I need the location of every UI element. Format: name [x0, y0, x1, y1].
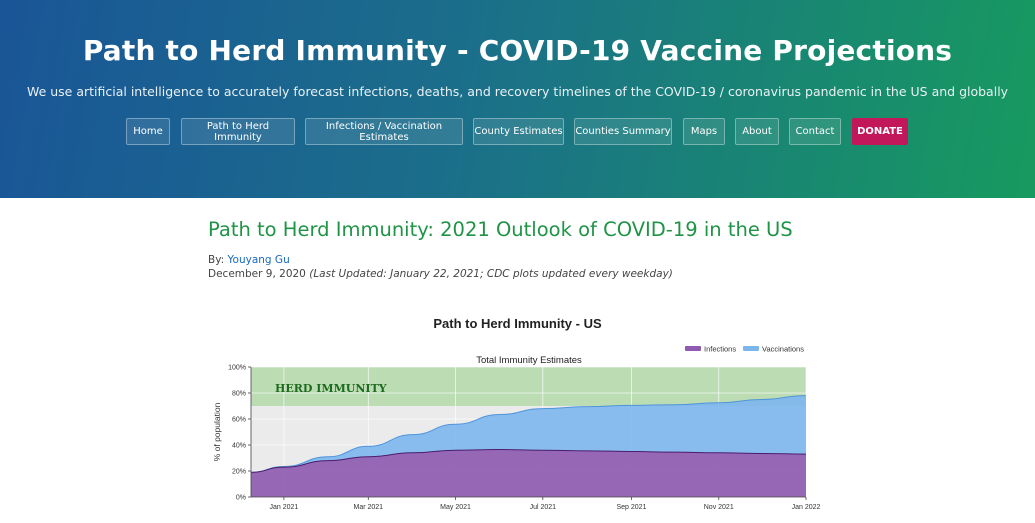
nav-infections-vaccination-estimates[interactable]: Infections / Vaccination Estimates — [305, 118, 463, 145]
y-tick-label: 80% — [232, 391, 246, 398]
x-tick-label: Sep 2021 — [616, 504, 646, 511]
x-tick-label: Jan 2021 — [269, 504, 298, 511]
dateline: December 9, 2020 (Last Updated: January … — [208, 268, 673, 280]
byline-prefix: By: — [208, 254, 228, 266]
article-title: Path to Herd Immunity: 2021 Outlook of C… — [208, 218, 793, 241]
donate-button[interactable]: DONATE — [852, 118, 908, 145]
x-tick-label: May 2021 — [440, 504, 471, 511]
byline: By: Youyang Gu — [208, 254, 290, 266]
nav-maps[interactable]: Maps — [683, 118, 725, 145]
nav-home[interactable]: Home — [126, 118, 170, 145]
infections-line — [250, 449, 807, 473]
y-tick-label: 20% — [232, 469, 246, 476]
main-nav: Home Path to Herd Immunity Infections / … — [0, 118, 1035, 145]
nav-contact[interactable]: Contact — [789, 118, 841, 145]
legend-label-infections: Infections — [704, 345, 736, 354]
hero-banner: Path to Herd Immunity - COVID-19 Vaccine… — [0, 0, 1035, 198]
y-tick-label: 0% — [236, 495, 246, 502]
chart-title: Total Immunity Estimates — [476, 355, 582, 366]
author-link[interactable]: Youyang Gu — [227, 254, 290, 266]
nav-county-estimates[interactable]: County Estimates — [473, 118, 564, 145]
y-tick-label: 40% — [232, 443, 246, 450]
chart-legend: Infections Vaccinations — [685, 345, 804, 354]
chart-header: Path to Herd Immunity - US — [433, 316, 602, 331]
site-tagline: We use artificial intelligence to accura… — [26, 84, 1009, 99]
vaccinations-area — [251, 395, 806, 473]
x-tick-label: Jan 2022 — [792, 504, 821, 511]
publish-date: December 9, 2020 — [208, 268, 306, 280]
y-axis-label: % of population — [212, 402, 222, 461]
legend-swatch-vaccinations — [743, 346, 759, 351]
site-title: Path to Herd Immunity - COVID-19 Vaccine… — [82, 34, 953, 67]
x-tick-label: Nov 2021 — [704, 504, 734, 511]
herd-immunity-label: HERD IMMUNITY — [275, 382, 387, 395]
herd-immunity-band — [251, 367, 806, 406]
x-tick-label: Mar 2021 — [354, 504, 384, 511]
y-tick-label: 60% — [232, 417, 246, 424]
updated-note: (Last Updated: January 22, 2021; CDC plo… — [309, 268, 673, 280]
vaccinations-line — [250, 395, 807, 473]
x-tick-label: Jul 2021 — [530, 504, 557, 511]
legend-label-vaccinations: Vaccinations — [762, 345, 804, 354]
infections-area — [251, 449, 806, 497]
y-tick-label: 100% — [228, 365, 246, 372]
legend-swatch-infections — [685, 346, 701, 351]
nav-counties-summary[interactable]: Counties Summary — [574, 118, 672, 145]
nav-path-to-herd-immunity[interactable]: Path to Herd Immunity — [181, 118, 295, 145]
nav-about[interactable]: About — [735, 118, 779, 145]
